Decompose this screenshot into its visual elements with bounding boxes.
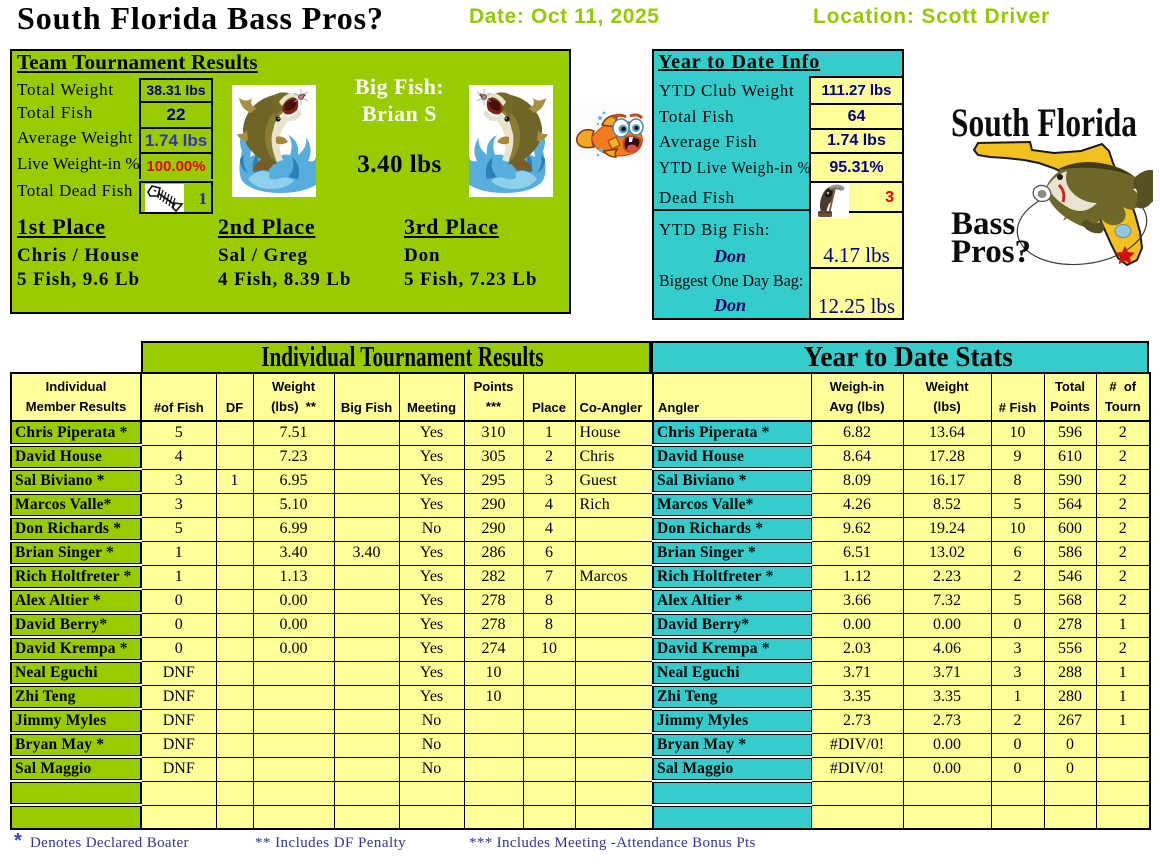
svg-text:Bass: Bass [951, 206, 1015, 242]
svg-text:South Florida: South Florida [951, 100, 1137, 145]
svg-text:Pros?: Pros? [951, 234, 1031, 270]
